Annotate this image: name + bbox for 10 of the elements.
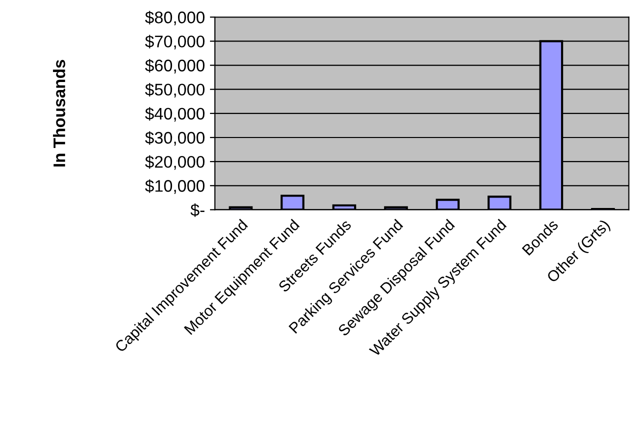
y-tick-label: $- (190, 203, 204, 217)
y-tick-label: $10,000 (145, 179, 205, 194)
y-tick-label: $80,000 (145, 10, 205, 26)
y-tick-label: $70,000 (145, 34, 205, 50)
y-tick-label: $30,000 (145, 131, 205, 146)
y-tick-label: $40,000 (145, 107, 205, 122)
y-tick-label: $20,000 (145, 155, 205, 170)
y-axis-title: In Thousands (52, 60, 66, 166)
y-tick-label: $50,000 (145, 83, 205, 98)
y-tick-label: $60,000 (145, 58, 205, 74)
